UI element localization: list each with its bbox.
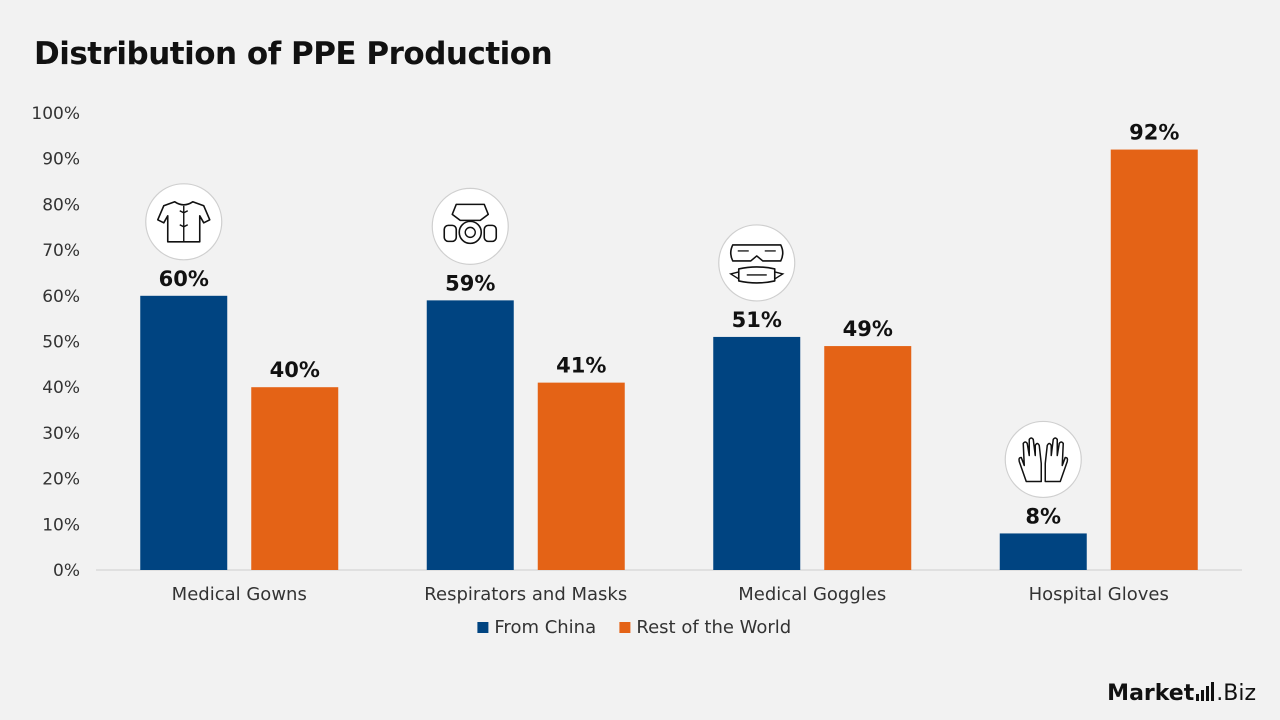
brand-suffix: .Biz — [1216, 681, 1256, 706]
y-tick-label: 90% — [42, 150, 80, 170]
bar — [999, 533, 1087, 570]
y-tick-label: 60% — [42, 287, 80, 307]
bar — [426, 300, 514, 570]
data-label: 92% — [1129, 121, 1179, 145]
gown-icon — [145, 183, 223, 261]
brand-logo: Market .Biz — [1107, 681, 1256, 706]
legend-swatch — [619, 622, 631, 633]
x-tick-label: Hospital Gloves — [1029, 584, 1169, 605]
data-label: 59% — [445, 271, 495, 295]
y-tick-label: 30% — [42, 424, 80, 444]
gown-outline — [156, 201, 211, 243]
data-label: 49% — [843, 317, 893, 341]
y-tick-label: 70% — [42, 241, 80, 261]
y-tick-label: 40% — [42, 378, 80, 398]
respirator-valve — [464, 226, 476, 239]
x-tick-label: Medical Gowns — [172, 584, 307, 605]
x-tick-label: Respirators and Masks — [424, 584, 627, 605]
y-tick-label: 20% — [42, 470, 80, 490]
mask-body — [737, 266, 776, 284]
data-label: 60% — [159, 267, 209, 291]
data-label: 40% — [270, 358, 320, 382]
legend-label: Rest of the World — [636, 617, 791, 638]
goggles-frame — [729, 244, 784, 262]
gloves-icon — [1004, 420, 1082, 499]
respirator-icon — [431, 187, 509, 265]
brand-bars-icon — [1196, 682, 1215, 701]
data-label: 41% — [556, 354, 606, 378]
legend-swatch — [477, 622, 489, 633]
data-label: 51% — [732, 308, 782, 332]
brand-name: Market — [1107, 681, 1195, 706]
y-tick-label: 50% — [42, 333, 80, 353]
data-label: 8% — [1025, 504, 1061, 528]
right-glove — [1044, 437, 1069, 483]
bar — [251, 387, 339, 570]
bar — [713, 336, 801, 570]
bar — [1110, 149, 1198, 570]
respirator-filter-right — [483, 224, 498, 243]
goggles-icon — [718, 224, 796, 302]
icon-badge — [718, 224, 796, 302]
respirator-filter-left — [443, 224, 458, 243]
y-tick-label: 10% — [42, 515, 80, 535]
legend-label: From China — [494, 617, 596, 638]
respirator-visor — [451, 203, 490, 222]
icon-badge — [1004, 420, 1082, 499]
bar — [537, 382, 625, 570]
bar — [140, 295, 228, 570]
mask-straps — [728, 271, 785, 280]
y-tick-label: 80% — [42, 195, 80, 215]
chart-title: Distribution of PPE Production — [34, 36, 553, 72]
y-tick-label: 0% — [53, 561, 80, 581]
left-glove — [1018, 437, 1042, 483]
icon-badge — [431, 187, 509, 265]
x-tick-label: Medical Goggles — [738, 584, 886, 605]
y-tick-label: 100% — [31, 104, 80, 124]
bar — [824, 346, 912, 570]
gown-ties — [179, 210, 189, 228]
respirator-center — [458, 220, 483, 245]
